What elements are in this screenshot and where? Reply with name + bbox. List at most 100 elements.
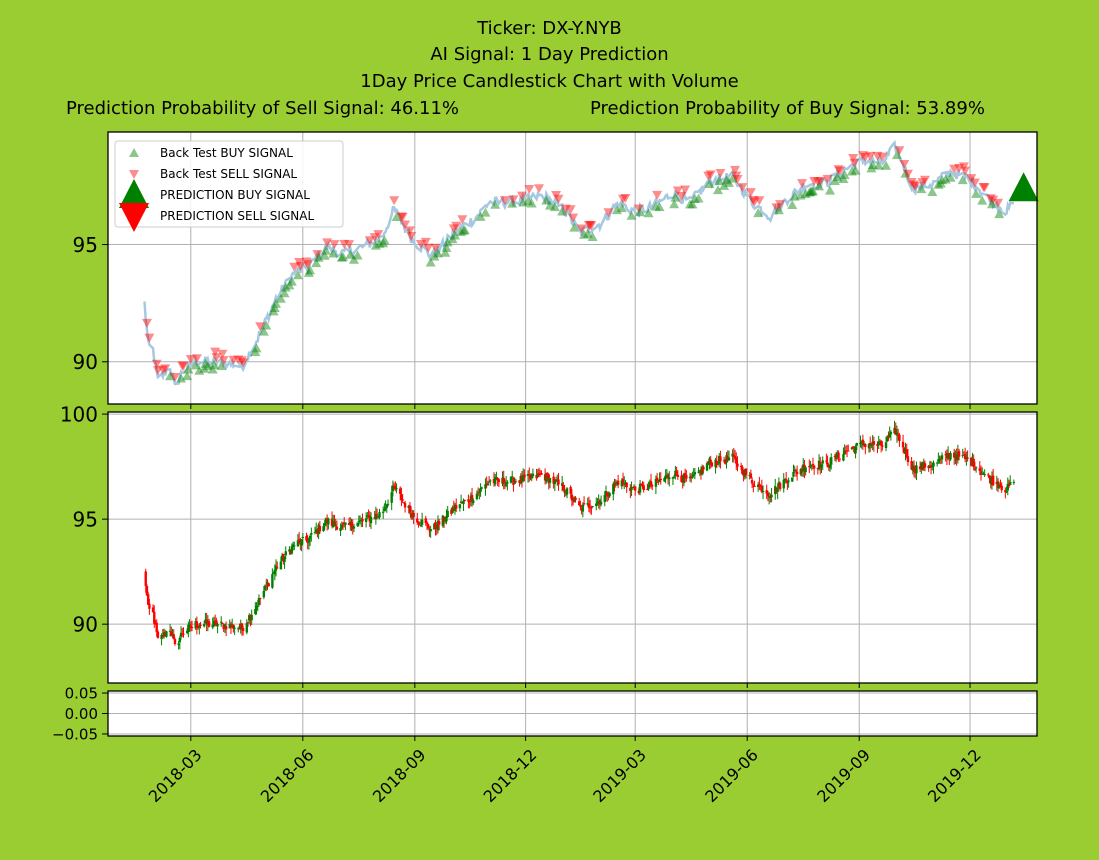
candle-body <box>154 622 157 624</box>
candle-body <box>766 492 770 497</box>
candle-body <box>623 483 626 485</box>
candle-body <box>461 502 464 504</box>
buy-signal-marker <box>945 172 956 182</box>
sell-signal-marker <box>865 151 876 161</box>
candle-body <box>341 523 345 525</box>
candle-body <box>402 502 406 504</box>
sell-signal-marker <box>812 177 823 187</box>
sell-signal-marker <box>565 205 576 215</box>
candle-body <box>697 471 700 473</box>
candle-body <box>411 513 414 518</box>
sell-signal-marker <box>364 236 375 246</box>
candle-body <box>820 464 823 468</box>
candle-body <box>185 630 189 634</box>
candle-body <box>638 483 642 493</box>
candle-body <box>685 474 688 479</box>
candle-body <box>631 487 634 489</box>
candle-body <box>859 442 862 445</box>
sell-signal-marker <box>731 171 742 181</box>
candle-body <box>521 475 525 482</box>
candle-body <box>215 620 218 627</box>
buy-signal-marker <box>727 173 738 183</box>
candle-body <box>825 460 828 462</box>
candle-body <box>257 597 261 606</box>
candle-body <box>375 514 379 516</box>
sell-signal-marker <box>430 243 441 253</box>
candle-body <box>198 625 201 628</box>
candle-body <box>922 462 925 468</box>
sell-signal-marker <box>524 185 535 195</box>
candle-body <box>953 452 956 458</box>
sell-signal-marker <box>730 165 741 175</box>
sell-signal-marker <box>400 220 411 230</box>
candle-body <box>291 544 295 548</box>
candle-body <box>954 456 957 458</box>
candle-body <box>999 484 1002 487</box>
candle-body <box>833 455 837 457</box>
candle-body <box>682 473 686 484</box>
candle-body <box>727 457 731 461</box>
buy-signal-marker <box>753 208 764 218</box>
buy-signal-marker <box>311 258 322 268</box>
candle-body <box>540 473 543 475</box>
buy-signal-marker <box>216 361 227 371</box>
buy-probability-title: Prediction Probability of Buy Signal: 53… <box>590 98 985 119</box>
candle-body <box>860 441 863 443</box>
candle-body <box>554 479 558 482</box>
candle-body <box>496 478 499 481</box>
candle-body <box>1000 485 1003 491</box>
buy-signal-marker <box>313 252 324 262</box>
signal-y-tick-label: 90 <box>73 350 98 374</box>
candle-body <box>383 508 386 511</box>
buy-signal-marker <box>275 293 286 303</box>
x-tick-label: 2018-09 <box>369 745 430 806</box>
buy-signal-marker <box>611 205 622 215</box>
candle-body <box>144 571 147 587</box>
buy-signal-marker <box>714 176 725 186</box>
buy-signal-marker <box>378 238 389 248</box>
candle-body <box>648 482 652 487</box>
candle-body <box>844 450 848 452</box>
candle-body <box>330 518 334 526</box>
candle-body <box>271 574 274 588</box>
buy-signal-marker <box>319 250 330 260</box>
candle-body <box>240 623 244 630</box>
buy-signal-marker <box>202 361 213 371</box>
sell-signal-marker <box>985 194 996 204</box>
candle-body <box>655 477 659 481</box>
candle-body <box>489 480 492 482</box>
candle-body <box>307 538 311 543</box>
candle-body <box>509 476 513 483</box>
candle-body <box>290 546 294 554</box>
candle-body <box>714 459 717 468</box>
candle-body <box>441 515 445 526</box>
buy-signal-marker <box>328 248 339 258</box>
sell-signal-marker <box>236 356 247 366</box>
candle-body <box>651 485 654 487</box>
candle-body <box>296 540 300 547</box>
candle-body <box>425 522 429 525</box>
candle-body <box>274 565 278 571</box>
candle-body <box>724 459 727 464</box>
candle-body <box>640 483 643 486</box>
sell-signal-marker <box>993 198 1004 208</box>
sell-signal-marker <box>771 203 782 213</box>
candle-body <box>630 487 633 491</box>
candle-body <box>743 469 746 477</box>
buy-signal-marker <box>927 186 938 196</box>
candle-body <box>911 465 915 471</box>
candle-body <box>445 515 448 522</box>
sell-signal-marker <box>448 224 459 234</box>
buy-signal-marker <box>432 248 443 258</box>
sell-signal-marker <box>302 260 313 270</box>
candle-body <box>327 518 330 525</box>
candle-body <box>850 447 854 450</box>
candle-body <box>297 539 301 542</box>
candle-body <box>834 454 838 460</box>
candle-body <box>872 441 876 445</box>
buy-signal-marker <box>971 188 982 198</box>
buy-signal-marker <box>719 180 730 190</box>
candle-body <box>412 512 415 517</box>
candle-body <box>881 445 884 447</box>
candle-body <box>915 465 918 474</box>
